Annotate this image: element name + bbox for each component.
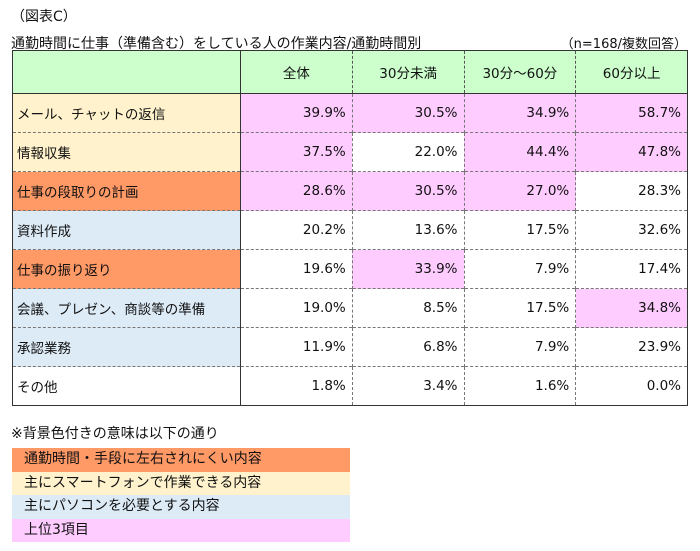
value-cell: 3.4% [351, 366, 464, 406]
value-cell: 20.2% [240, 210, 353, 250]
value-cell: 17.4% [575, 249, 688, 289]
sample-note: （n=168/複数回答） [560, 37, 687, 52]
legend-item-top3: 上位3項目 [12, 518, 350, 542]
value-cell: 8.5% [351, 288, 464, 328]
value-cell: 39.9% [240, 93, 353, 133]
row-label: 会議、プレゼン、商談等の準備 [12, 288, 241, 328]
value-cell: 22.0% [351, 132, 464, 172]
value-cell: 19.6% [240, 249, 353, 289]
color-legend: 通勤時間・手段に左右されにくい内容 主にスマートフォンで作業できる内容 主にパソ… [12, 448, 350, 542]
value-cell: 13.6% [351, 210, 464, 250]
value-cell: 17.5% [463, 210, 576, 250]
legend-item-pc-required: 主にパソコンを必要とする内容 [12, 495, 350, 519]
table-row: メール、チャットの返信 39.9% 30.5% 34.9% 58.7% [12, 93, 688, 133]
header-cell-under30: 30分未満 [351, 50, 464, 94]
table-row: その他 1.8% 3.4% 1.6% 0.0% [12, 366, 688, 406]
table-row: 承認業務 11.9% 6.8% 7.9% 23.9% [12, 327, 688, 367]
table-row: 会議、プレゼン、商談等の準備 19.0% 8.5% 17.5% 34.8% [12, 288, 688, 328]
value-cell: 37.5% [240, 132, 353, 172]
value-cell: 6.8% [351, 327, 464, 367]
header-cell-30to60: 30分～60分 [463, 50, 576, 94]
table-row: 情報収集 37.5% 22.0% 44.4% 47.8% [12, 132, 688, 172]
legend-title: ※背景色付きの意味は以下の通り [11, 426, 219, 442]
table-row: 仕事の振り返り 19.6% 33.9% 7.9% 17.4% [12, 249, 688, 289]
row-label: 承認業務 [12, 327, 241, 367]
header-cell-over60: 60分以上 [575, 50, 688, 94]
value-cell: 34.8% [575, 288, 688, 328]
table-title: 通勤時間に仕事（準備含む）をしている人の作業内容/通勤時間別 [11, 36, 422, 52]
value-cell: 28.6% [240, 171, 353, 211]
value-cell: 44.4% [463, 132, 576, 172]
table-row: 仕事の段取りの計画 28.6% 30.5% 27.0% 28.3% [12, 171, 688, 211]
value-cell: 17.5% [463, 288, 576, 328]
value-cell: 7.9% [463, 327, 576, 367]
value-cell: 23.9% [575, 327, 688, 367]
value-cell: 19.0% [240, 288, 353, 328]
row-label: 情報収集 [12, 132, 241, 172]
legend-item-smartphone: 主にスマートフォンで作業できる内容 [12, 471, 350, 495]
value-cell: 1.8% [240, 366, 353, 406]
value-cell: 47.8% [575, 132, 688, 172]
value-cell: 0.0% [575, 366, 688, 406]
data-table: 全体 30分未満 30分～60分 60分以上 メール、チャットの返信 39.9% 3… [12, 50, 688, 406]
row-label: 資料作成 [12, 210, 241, 250]
value-cell: 30.5% [351, 93, 464, 133]
header-cell-blank [12, 50, 241, 94]
value-cell: 34.9% [463, 93, 576, 133]
value-cell: 33.9% [351, 249, 464, 289]
header-cell-total: 全体 [240, 50, 353, 94]
value-cell: 7.9% [463, 249, 576, 289]
table-row: 資料作成 20.2% 13.6% 17.5% 32.6% [12, 210, 688, 250]
value-cell: 1.6% [463, 366, 576, 406]
header-row: 全体 30分未満 30分～60分 60分以上 [12, 50, 688, 94]
legend-item-commute-independent: 通勤時間・手段に左右されにくい内容 [12, 448, 350, 472]
value-cell: 11.9% [240, 327, 353, 367]
value-cell: 58.7% [575, 93, 688, 133]
figure-label: （図表C） [11, 9, 77, 25]
row-label: その他 [12, 366, 241, 406]
value-cell: 28.3% [575, 171, 688, 211]
value-cell: 30.5% [351, 171, 464, 211]
row-label: メール、チャットの返信 [12, 93, 241, 133]
value-cell: 27.0% [463, 171, 576, 211]
value-cell: 32.6% [575, 210, 688, 250]
row-label: 仕事の段取りの計画 [12, 171, 241, 211]
row-label: 仕事の振り返り [12, 249, 241, 289]
